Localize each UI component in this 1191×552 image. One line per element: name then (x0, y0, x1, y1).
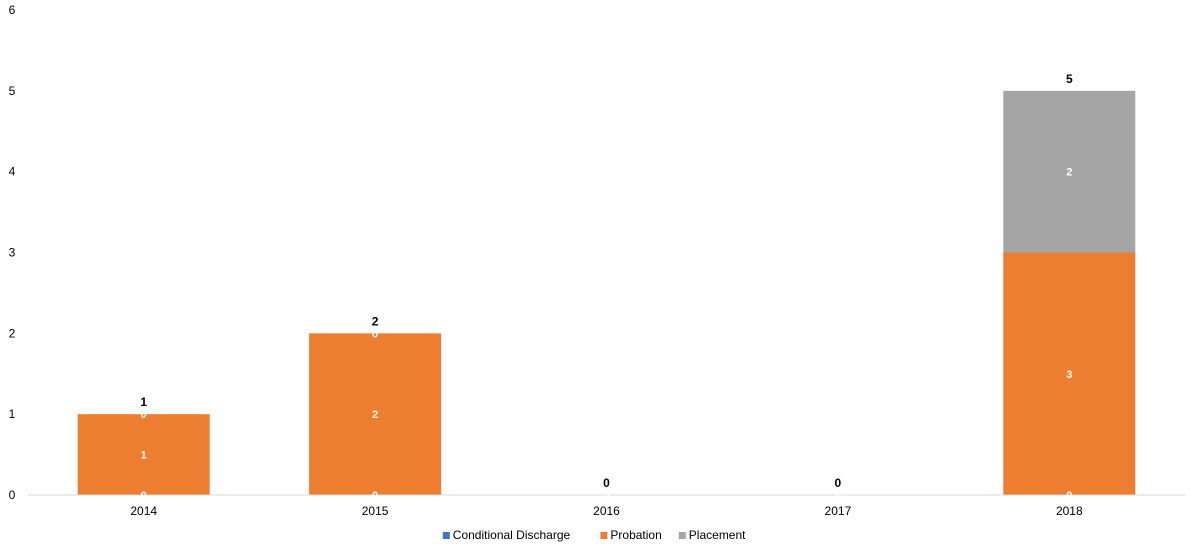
y-tick-label: 0 (9, 488, 16, 502)
segment-label: 0 (141, 409, 147, 421)
segment-label: 0 (372, 490, 378, 502)
x-axis-ticks: 2014 2015 2016 2017 2018 (130, 504, 1083, 518)
segment-label: 0 (603, 490, 609, 502)
segment-label: 0 (372, 328, 378, 340)
y-tick-label: 1 (9, 407, 16, 421)
segment-label: 3 (1066, 369, 1072, 381)
segment-label: 1 (141, 450, 147, 462)
y-tick-label: 4 (9, 165, 16, 179)
segment-label: 0 (141, 490, 147, 502)
legend-item-conditional-discharge: Conditional Discharge (442, 528, 571, 542)
total-label: 1 (140, 395, 147, 409)
y-tick-label: 6 (9, 3, 16, 17)
segment-label: 0 (835, 490, 841, 502)
legend-item-probation: Probation (600, 528, 662, 542)
total-label: 2 (372, 314, 379, 328)
legend: Conditional Discharge Probation Placement (442, 528, 746, 542)
total-label: 0 (835, 476, 842, 490)
segment-label: 2 (1066, 167, 1072, 179)
legend-label: Conditional Discharge (453, 528, 571, 542)
y-tick-label: 2 (9, 326, 16, 340)
bar-segment-probation (1003, 252, 1136, 495)
total-label: 0 (603, 476, 610, 490)
segment-label: 0 (603, 490, 609, 502)
x-tick-label: 2015 (362, 504, 389, 518)
bars (77, 90, 1136, 495)
legend-label: Placement (689, 528, 746, 542)
y-tick-label: 5 (9, 84, 16, 98)
segment-label: 0 (1066, 490, 1072, 502)
legend-swatch (678, 532, 686, 539)
total-label: 5 (1066, 72, 1073, 86)
bar-segment-probation (309, 333, 442, 495)
y-axis-ticks: 0 1 2 3 4 5 6 (9, 3, 16, 502)
bar-segment-probation (77, 414, 210, 495)
x-tick-label: 2014 (130, 504, 157, 518)
x-tick-label: 2018 (1056, 504, 1083, 518)
legend-item-placement: Placement (678, 528, 746, 542)
legend-swatch (600, 532, 608, 539)
legend-swatch (442, 532, 450, 539)
legend-label: Probation (610, 528, 661, 542)
x-tick-label: 2016 (593, 504, 620, 518)
bar-segment-placement (1003, 90, 1136, 253)
y-tick-label: 3 (9, 246, 16, 260)
x-tick-label: 2017 (825, 504, 852, 518)
total-labels: 120 05 (140, 72, 1073, 490)
segment-label: 0 (835, 490, 841, 502)
segment-label: 0 (835, 490, 841, 502)
segment-label: 0 (603, 490, 609, 502)
segment-label: 2 (372, 409, 378, 421)
